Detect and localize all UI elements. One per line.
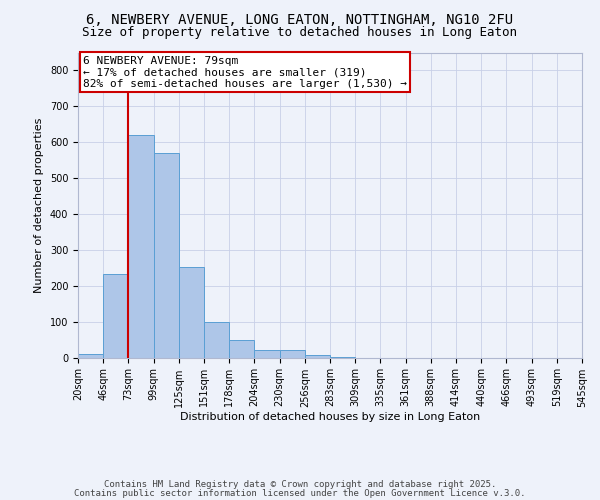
Bar [204, 322, 229, 358]
Bar [280, 350, 305, 358]
Text: 6, NEWBERY AVENUE, LONG EATON, NOTTINGHAM, NG10 2FU: 6, NEWBERY AVENUE, LONG EATON, NOTTINGHA… [86, 12, 514, 26]
Text: Contains public sector information licensed under the Open Government Licence v.: Contains public sector information licen… [74, 488, 526, 498]
Bar [179, 268, 204, 358]
Bar [78, 354, 103, 358]
Text: Size of property relative to detached houses in Long Eaton: Size of property relative to detached ho… [83, 26, 517, 39]
Bar [103, 274, 128, 357]
Bar [128, 136, 154, 358]
Y-axis label: Number of detached properties: Number of detached properties [34, 118, 44, 292]
Bar [254, 350, 280, 358]
Bar [305, 354, 330, 358]
X-axis label: Distribution of detached houses by size in Long Eaton: Distribution of detached houses by size … [180, 412, 480, 422]
Bar [229, 340, 254, 357]
Text: Contains HM Land Registry data © Crown copyright and database right 2025.: Contains HM Land Registry data © Crown c… [104, 480, 496, 489]
Text: 6 NEWBERY AVENUE: 79sqm
← 17% of detached houses are smaller (319)
82% of semi-d: 6 NEWBERY AVENUE: 79sqm ← 17% of detache… [83, 56, 407, 89]
Bar [154, 153, 179, 358]
